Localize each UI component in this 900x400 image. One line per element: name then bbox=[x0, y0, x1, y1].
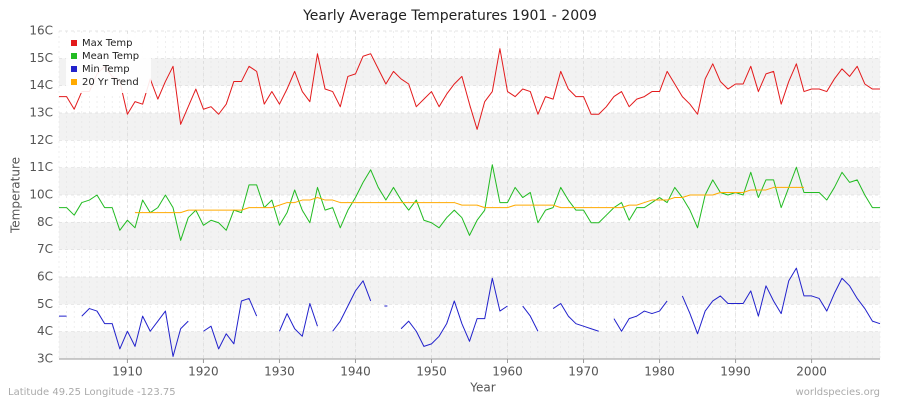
grid-band bbox=[59, 331, 880, 359]
x-tick-label: 1970 bbox=[568, 365, 599, 379]
legend-swatch bbox=[71, 79, 77, 85]
x-tick-label: 1990 bbox=[720, 365, 751, 379]
y-tick-label: 16C bbox=[29, 24, 53, 38]
series-line bbox=[59, 48, 880, 130]
x-tick-label: 1920 bbox=[188, 365, 219, 379]
x-tick-label: 1980 bbox=[644, 365, 675, 379]
legend-label: Max Temp bbox=[82, 38, 133, 49]
footer-location: Latitude 49.25 Longitude -123.75 bbox=[8, 387, 176, 398]
x-axis-label: Year bbox=[469, 381, 495, 395]
legend-label: Mean Temp bbox=[82, 51, 139, 62]
x-tick-label: 1950 bbox=[416, 365, 447, 379]
legend-box bbox=[66, 35, 151, 93]
y-axis-label: Temperature bbox=[9, 157, 23, 234]
y-tick-label: 15C bbox=[29, 51, 53, 65]
legend-swatch bbox=[71, 66, 77, 72]
y-tick-label: 14C bbox=[29, 78, 53, 92]
y-tick-label: 11C bbox=[29, 160, 53, 174]
y-tick-label: 3C bbox=[37, 352, 53, 366]
y-tick-label: 5C bbox=[37, 297, 53, 311]
y-tick-label: 12C bbox=[29, 133, 53, 147]
x-tick-label: 1940 bbox=[340, 365, 371, 379]
legend-label: Min Temp bbox=[82, 64, 130, 75]
legend-swatch bbox=[71, 53, 77, 59]
y-tick-label: 8C bbox=[37, 215, 53, 229]
x-tick-label: 2000 bbox=[796, 365, 827, 379]
series-line bbox=[59, 267, 881, 357]
x-tick-label: 1930 bbox=[264, 365, 295, 379]
y-tick-label: 7C bbox=[37, 242, 53, 256]
x-tick-label: 1960 bbox=[492, 365, 523, 379]
series-line bbox=[135, 186, 804, 214]
x-tick-label: 1910 bbox=[112, 365, 143, 379]
y-tick-label: 13C bbox=[29, 106, 53, 120]
footer-source: worldspecies.org bbox=[796, 387, 880, 398]
legend-label: 20 Yr Trend bbox=[82, 77, 139, 88]
chart-title: Yearly Average Temperatures 1901 - 2009 bbox=[302, 8, 597, 24]
y-tick-label: 10C bbox=[29, 188, 53, 202]
y-tick-label: 4C bbox=[37, 324, 53, 338]
legend-swatch bbox=[71, 40, 77, 46]
y-tick-label: 6C bbox=[37, 270, 53, 284]
